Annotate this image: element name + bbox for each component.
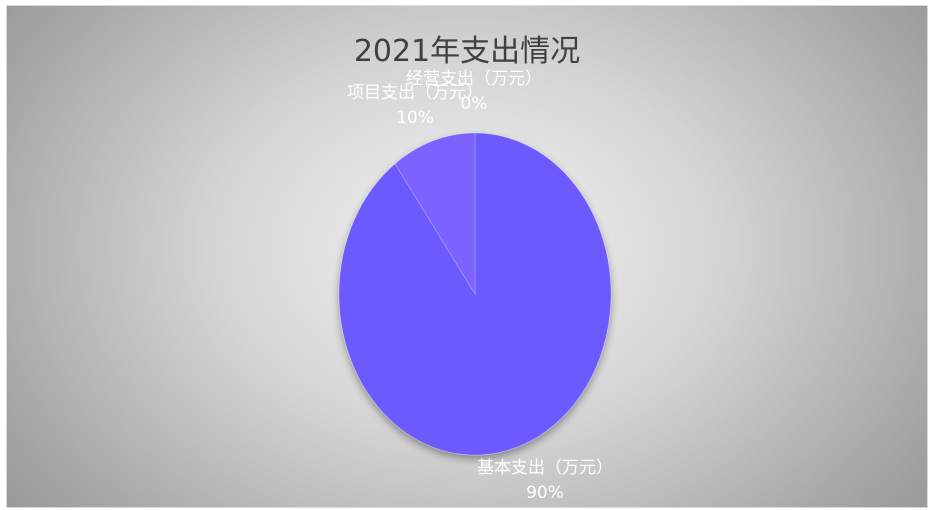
chart-area: 2021年支出情况 基本支出（万元） 90% 项目支出（万元） 10% 经营支出（万元）… [6, 5, 928, 508]
chart-title: 2021年支出情况 [353, 34, 581, 69]
slice-percent-label: 90% [526, 483, 564, 503]
pie-chart: 基本支出（万元） 90% 项目支出（万元） 10% 经营支出（万元） 0% [338, 69, 613, 503]
slice-percent-label: 10% [396, 108, 434, 128]
pie-slice [394, 132, 476, 296]
slice-category-label: 基本支出（万元） [477, 458, 613, 478]
slice-category-label: 项目支出（万元） [347, 83, 483, 103]
slice-percent-label: 0% [461, 94, 488, 114]
slice-category-label: 经营支出（万元） [406, 69, 542, 89]
